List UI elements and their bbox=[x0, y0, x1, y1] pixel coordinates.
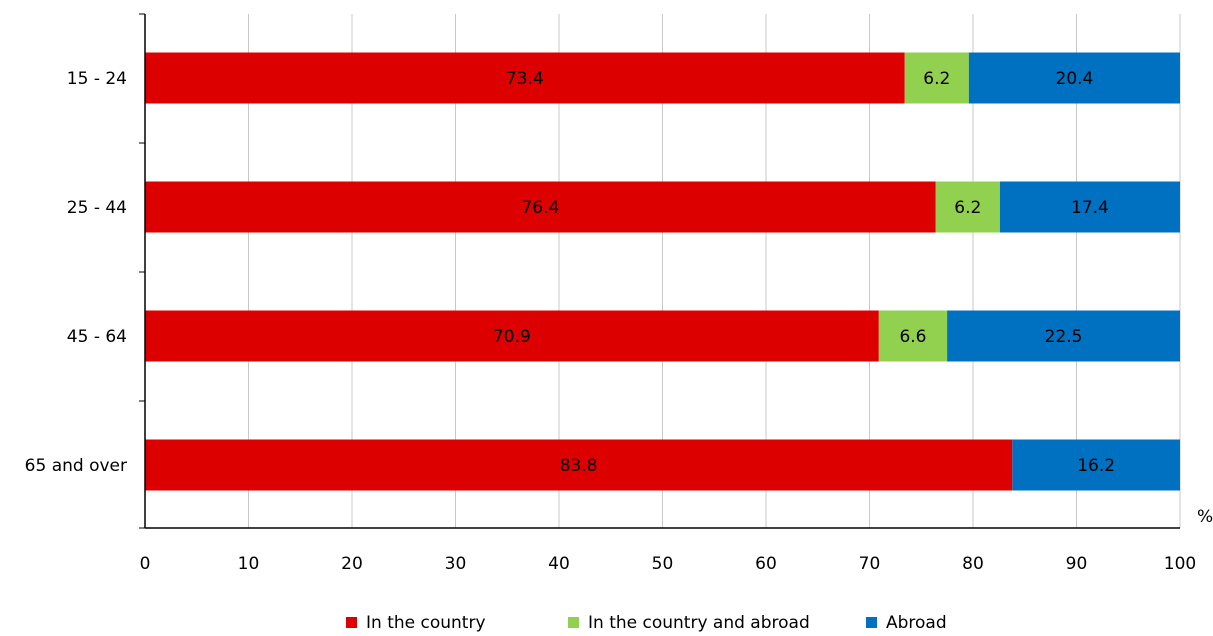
x-tick-label: 70 bbox=[859, 554, 881, 574]
x-tick-label: 80 bbox=[962, 554, 984, 574]
x-tick-label: 50 bbox=[652, 554, 674, 574]
bar-segment bbox=[1012, 439, 1180, 491]
bar-segment bbox=[935, 181, 1000, 233]
x-tick-label: 90 bbox=[1066, 554, 1088, 574]
bar-segment bbox=[145, 439, 1013, 491]
x-tick-label: 10 bbox=[238, 554, 260, 574]
bar-segment bbox=[904, 52, 969, 104]
legend-swatch bbox=[866, 617, 877, 628]
bar-segment bbox=[999, 181, 1180, 233]
y-category-label: 25 - 44 bbox=[67, 198, 127, 218]
bar-segment bbox=[968, 52, 1180, 104]
legend-swatch bbox=[346, 617, 357, 628]
y-category-label: 15 - 24 bbox=[67, 69, 127, 89]
bar-value-label: 6.6 bbox=[899, 327, 926, 347]
x-tick-label: 60 bbox=[755, 554, 777, 574]
axes bbox=[139, 13, 1180, 529]
bar-segment bbox=[145, 52, 905, 104]
x-axis-tick-labels: 0 10 20 30 40 50 60 70 80 90 100 bbox=[140, 554, 1197, 574]
bar-value-label: 17.4 bbox=[1071, 198, 1109, 218]
bar-segment bbox=[145, 181, 936, 233]
bar-value-label: 70.9 bbox=[493, 327, 531, 347]
legend-label: In the country and abroad bbox=[588, 613, 810, 633]
bar-value-label: 20.4 bbox=[1056, 69, 1094, 89]
bar-value-label: 73.4 bbox=[506, 69, 544, 89]
bar-value-label: 22.5 bbox=[1045, 327, 1083, 347]
legend-label: Abroad bbox=[886, 613, 947, 633]
x-tick-label: 100 bbox=[1164, 554, 1196, 574]
y-category-label: 45 - 64 bbox=[67, 327, 127, 347]
bar-value-label: 6.2 bbox=[954, 198, 981, 218]
bar-segment bbox=[947, 310, 1180, 362]
x-tick-label: 0 bbox=[140, 554, 151, 574]
bars: 73.4 6.2 20.4 76.4 6.2 17.4 70.9 6.6 22.5 83.8 16.… bbox=[145, 52, 1180, 491]
bar-value-label: 83.8 bbox=[560, 456, 598, 476]
y-category-label: 65 and over bbox=[25, 456, 127, 476]
legend-swatch bbox=[568, 617, 579, 628]
bar-value-label: 16.2 bbox=[1077, 456, 1115, 476]
y-axis-labels: 15 - 24 25 - 44 45 - 64 65 and over bbox=[25, 69, 127, 476]
bar-value-label: 6.2 bbox=[923, 69, 950, 89]
x-tick-label: 30 bbox=[445, 554, 467, 574]
bar-segment bbox=[878, 310, 948, 362]
bar-segment bbox=[145, 310, 879, 362]
bar-value-label: 76.4 bbox=[521, 198, 559, 218]
x-tick-label: 20 bbox=[341, 554, 363, 574]
legend: In the country In the country and abroad A… bbox=[346, 613, 947, 633]
x-axis-unit-label: % bbox=[1197, 507, 1213, 527]
x-tick-label: 40 bbox=[548, 554, 570, 574]
legend-label: In the country bbox=[366, 613, 486, 633]
